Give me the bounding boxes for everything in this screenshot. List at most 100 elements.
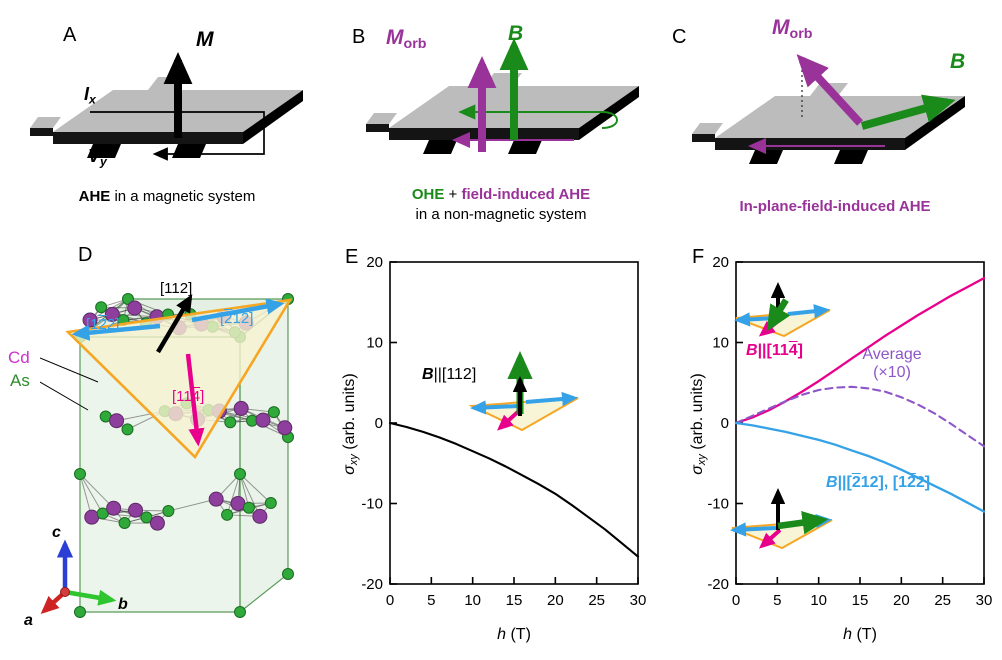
dir-b212-p1: [ [220, 310, 225, 327]
dir-11b4-bar: 4 [191, 388, 201, 405]
morb-label: Morb [386, 26, 426, 52]
dir-label-11bar4: [114] [172, 388, 204, 405]
y-tick-label: -20 [361, 576, 383, 593]
panel-f-label: F [692, 246, 705, 268]
orbital-current-loop [458, 104, 618, 129]
chart-e-xlabel: h (T) [390, 626, 638, 644]
panel-a-label: A [63, 24, 77, 46]
inset-blue-arrow-right [525, 391, 578, 407]
caption-b-line2: in a non-magnetic system [415, 206, 587, 223]
x-tick-label: 15 [852, 592, 869, 609]
inset-field-arrow [766, 298, 791, 332]
caption-a: AHE in a magnetic system [0, 188, 334, 205]
panel-b-label: B [352, 26, 366, 48]
x-tick-label: 30 [630, 592, 647, 609]
dir-1b22-p2: 2] [106, 316, 120, 333]
panel-e-label: E [345, 246, 359, 268]
b-field-inplane-arrow [860, 94, 956, 130]
direction-arrow-112 [156, 294, 193, 354]
ylabel-rest: (arb. units) [341, 373, 358, 455]
dir-label-bar212: [212] [220, 310, 253, 327]
morb-sub: orb [403, 35, 427, 52]
caption-b-line1: OHE + field-induced AHE [334, 186, 668, 203]
y-tick-label: 20 [366, 254, 383, 271]
axis-b-arrow [64, 589, 117, 606]
vy-main: V [88, 146, 101, 166]
inset-plane [468, 397, 579, 432]
cd-connector-line [40, 357, 99, 383]
panel-c: C Morb B In-plane-field-induced AHE [668, 0, 1002, 232]
dir-b212-p2: 12] [232, 310, 254, 327]
hall-bar-front-edge [53, 132, 243, 144]
x-tick-label: 0 [732, 592, 740, 609]
left-arm [30, 117, 61, 128]
panel-d-label: D [78, 244, 93, 266]
caption-c: In-plane-field-induced AHE [739, 198, 931, 215]
m-label: M [196, 28, 214, 52]
bottom-contact-2 [508, 140, 542, 154]
legend-as: As [10, 371, 30, 390]
dir-11b4-p1: [11 [172, 388, 192, 405]
ylabel-sigma: σ [341, 465, 358, 475]
blu-bar2: 2 [907, 474, 916, 491]
ix-label: Ix [84, 84, 96, 106]
left-arm-edge [366, 124, 389, 132]
x-tick-label: 20 [893, 592, 910, 609]
x-tick-label: 20 [547, 592, 564, 609]
dir-1b22-bar: 2 [98, 316, 107, 333]
bottom-contact-2 [172, 144, 206, 158]
y-tick-label: -20 [707, 576, 729, 593]
xlabel-h: h [843, 626, 853, 643]
direction-arrow-1m22 [71, 323, 161, 341]
chart-f-xlabel: h (T) [736, 626, 984, 644]
panel-e: E 0 5 10 15 20 25 30 -20 -10 0 10 20 σxy (arb. unit… [330, 232, 666, 660]
chart-f: 0 5 10 15 20 25 30 -20 -10 0 10 20 [707, 254, 992, 609]
chart-e: 0 5 10 15 20 25 30 -20 -10 0 10 20 [361, 254, 647, 609]
left-arm-edge [692, 134, 715, 142]
dir-11b4-p2: ] [200, 388, 205, 405]
morb-label: Morb [772, 16, 812, 42]
axis-a-label: a [24, 612, 33, 629]
chart-e-ylabel: σxy (arb. units) [341, 349, 363, 499]
blu-b: B [826, 474, 838, 491]
mag-p1: ||[11 [757, 342, 789, 359]
legend-cd: Cd [8, 348, 30, 367]
field-label-f-blue: B||[212], [122] [826, 474, 930, 492]
b-field-label-text: B [508, 22, 524, 45]
y-tick-label: 10 [366, 335, 383, 352]
x-tick-label: 10 [810, 592, 827, 609]
direction-arrow-11m4 [185, 353, 205, 447]
dir-1b22-p1: [1 [86, 316, 99, 333]
bottom-contact-1 [87, 144, 121, 158]
caption-a-bold: AHE [78, 188, 111, 205]
b-field-label-text: B [950, 50, 966, 73]
series-curve [734, 276, 986, 425]
x-tick-label: 5 [427, 592, 435, 609]
ix-sub: x [89, 92, 96, 107]
mag-bar: 4 [788, 342, 798, 359]
axis-b-label: b [118, 596, 128, 613]
inset-blue-arrow-left [730, 522, 777, 537]
x-tick-label: 0 [386, 592, 394, 609]
panel-f: F 0 5 10 15 20 25 30 -20 -10 0 10 20 σxy (arb. unit… [666, 232, 1002, 660]
series-curve [734, 385, 986, 448]
hall-bar-device-c [692, 54, 965, 164]
panel-a: A M Ix Vy AHE in a magnetic system [0, 0, 334, 232]
average-label-line2: (×10) [873, 364, 911, 381]
crystal-structure [40, 293, 294, 618]
caption-b-plus: + [444, 186, 462, 203]
blu-p3: 2] [915, 474, 931, 491]
bottom-contact-2 [834, 150, 868, 164]
mag-p2: ] [797, 342, 803, 359]
inset-magenta-arrow [759, 528, 782, 549]
m-label-text: M [196, 28, 214, 51]
ix-main: I [84, 84, 90, 104]
y-tick-label: 20 [712, 254, 729, 271]
chart-f-ylabel: σxy (arb. units) [689, 349, 711, 499]
x-tick-label: 25 [934, 592, 951, 609]
ylabel-rest: (arb. units) [689, 373, 706, 455]
caption-b-ohe: OHE [411, 186, 445, 203]
y-tick-label: 10 [712, 335, 729, 352]
morb-main: M [386, 26, 404, 49]
